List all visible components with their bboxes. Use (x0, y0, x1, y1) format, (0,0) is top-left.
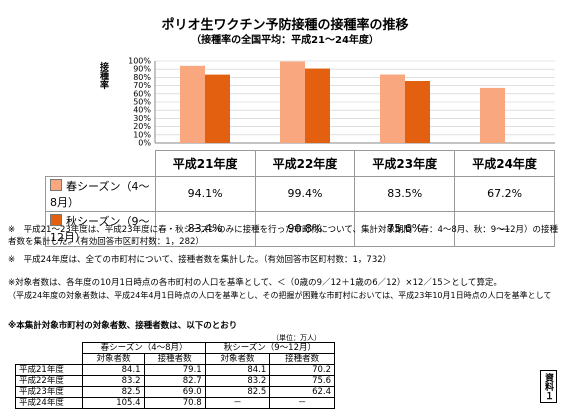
table-cell: 62.4 (269, 386, 335, 398)
column-header: 接種者数 (269, 353, 335, 365)
y-tick-label: 70% (133, 81, 151, 90)
table-cell: 平成23年度 (14, 386, 84, 398)
unit: （単位：万人） (272, 334, 321, 342)
table-cell: 平成22年度 (14, 375, 84, 387)
table-row: 平成24年度 105.4 70.8 －－ (14, 397, 335, 409)
bar (280, 61, 305, 143)
table-cell: 84.1 (82, 364, 145, 376)
chart-table: 平成21年度 平成22年度 平成23年度 平成24年度 春シーズン（4～8月） 94.1… (45, 150, 555, 247)
table-cell: 82.7 (143, 375, 206, 387)
value-label: 90.8% (254, 210, 356, 247)
legend-label: 春シーズン（4～8月） (50, 179, 150, 209)
table-cell: 75.6 (269, 375, 335, 387)
title: ポリオ生ワクチン予防接種の接種率の推移 (161, 18, 409, 33)
bar (305, 68, 330, 143)
value-label: 99.4% (254, 175, 356, 212)
value-label: 94.1% (154, 175, 256, 212)
note: ※対象者数は、各年度の10月1日時点の各市町村の人口を基準として、＜（0歳の9／… (8, 278, 502, 288)
table-cell: 83.2 (82, 375, 145, 387)
chart: 0%10%20%30%40%50%60%70%80%90%100% (128, 57, 555, 148)
table-cell: 82.5 (82, 386, 145, 398)
y-tick-label: 60% (133, 89, 151, 98)
column-header: 対象者数 (82, 353, 145, 365)
data-table: 春シーズン（4～8月） 秋シーズン（9～12月） 対象者数 接種者数 対象者数 接種者数… (14, 342, 336, 409)
note: ※本集計対象市町村の対象者数、接種者数は、以下のとおり (8, 321, 238, 331)
y-tick-label: 100% (128, 57, 151, 66)
table-cell: 平成21年度 (14, 364, 84, 376)
subtitle: （接種率の全国平均：平成21～24年度） (191, 35, 379, 46)
table-cell: 70.2 (269, 364, 335, 376)
value-label: 75.6% (354, 210, 456, 247)
y-label: 接種率 (98, 62, 108, 89)
bar (480, 87, 505, 143)
category-label: 平成21年度 (154, 150, 256, 177)
column-header: 接種者数 (143, 353, 206, 365)
bar (380, 74, 405, 143)
table-cell: 82.5 (204, 386, 271, 398)
table-cell: 79.1 (143, 364, 206, 376)
table-cell: 69.0 (143, 386, 206, 398)
table-cell: － (204, 397, 271, 409)
bar (205, 74, 230, 143)
value-label: — (454, 210, 555, 247)
table-cell: 平成24年度 (14, 397, 84, 409)
side-label: 資料１ (540, 370, 557, 403)
column-header: 対象者数 (204, 353, 271, 365)
y-tick-label: 30% (133, 114, 151, 123)
y-tick-label: 90% (133, 65, 151, 74)
y-tick-label: 80% (133, 73, 151, 82)
table-row: 平成23年度 82.5 69.0 82.5 62.4 (14, 386, 335, 398)
table-cell: － (269, 397, 335, 409)
table-cell: 105.4 (82, 397, 145, 409)
legend-label: 秋シーズン（9～12月） (50, 214, 150, 244)
group-header: 秋シーズン（9～12月） (204, 342, 336, 354)
table-row: 平成22年度 83.2 82.7 83.2 75.6 (14, 375, 335, 387)
table-row: 平成21年度 84.1 79.1 84.1 70.2 (14, 364, 335, 376)
y-tick-label: 20% (133, 122, 151, 131)
note: ※ 平成21～23年度は、平成23年度に春・秋シーズンのみに接種を行った市町村に… (8, 225, 559, 247)
bar (180, 65, 205, 143)
group-header: 春シーズン（4～8月） (82, 342, 206, 354)
table-cell: 83.2 (204, 375, 271, 387)
category-label: 平成22年度 (254, 150, 356, 177)
category-label: 平成23年度 (354, 150, 456, 177)
y-tick-label: 0% (138, 139, 151, 148)
note: ※ 平成24年度は、全ての市町村について、接種者数を集計した。（有効回答市区町村… (8, 255, 392, 265)
table-cell: 70.8 (143, 397, 206, 409)
table-cell: 84.1 (204, 364, 271, 376)
value-label: 83.4% (154, 210, 256, 247)
category-label: 平成24年度 (454, 150, 555, 177)
value-label: 67.2% (454, 175, 555, 212)
y-tick-label: 40% (133, 106, 151, 115)
bar (405, 81, 430, 143)
note: （平成24年度の対象者数は、平成24年4月1日時点の人口を基準とし、その把握が困… (8, 291, 552, 300)
y-tick-label: 50% (133, 98, 151, 107)
y-tick-label: 10% (133, 130, 151, 139)
value-label: 83.5% (354, 175, 456, 212)
